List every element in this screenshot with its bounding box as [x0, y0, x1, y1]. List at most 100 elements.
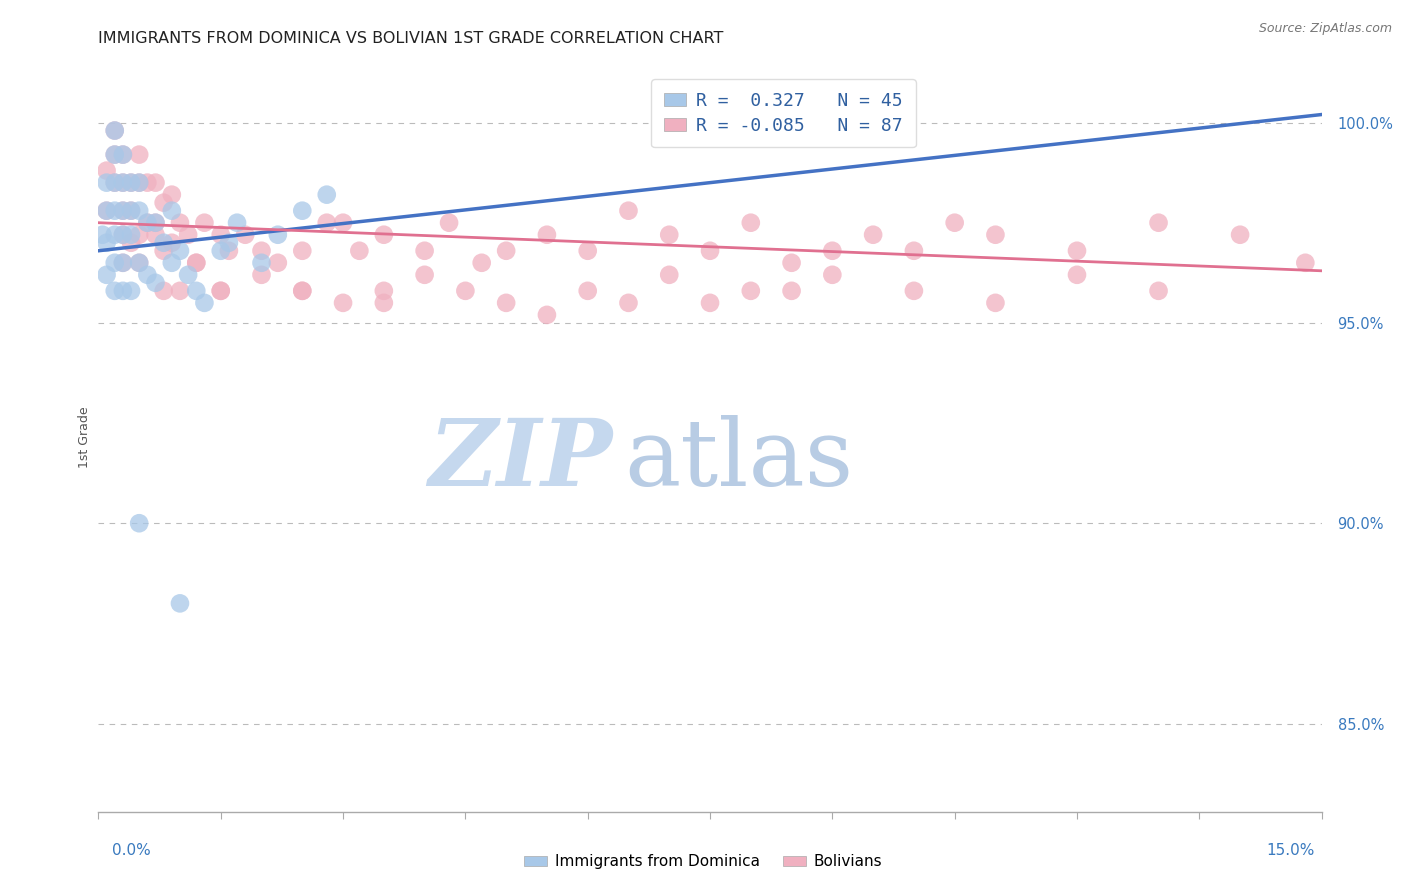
Point — [1229, 227, 1251, 242]
Point — [495, 296, 517, 310]
Point — [136, 268, 159, 282]
Point — [250, 256, 273, 270]
Point — [111, 203, 134, 218]
Point — [111, 227, 134, 242]
Point — [169, 244, 191, 258]
Point — [193, 216, 215, 230]
Point — [903, 244, 925, 258]
Point — [250, 268, 273, 282]
Point — [332, 296, 354, 310]
Y-axis label: 1st Grade: 1st Grade — [79, 406, 91, 468]
Point — [104, 203, 127, 218]
Point — [250, 244, 273, 258]
Point — [136, 216, 159, 230]
Point — [160, 203, 183, 218]
Point — [120, 235, 142, 250]
Point — [740, 284, 762, 298]
Point — [120, 203, 142, 218]
Point — [111, 147, 134, 161]
Point — [152, 284, 174, 298]
Point — [145, 276, 167, 290]
Point — [104, 123, 127, 137]
Point — [373, 296, 395, 310]
Point — [145, 176, 167, 190]
Point — [373, 227, 395, 242]
Point — [152, 244, 174, 258]
Point — [96, 268, 118, 282]
Point — [1066, 244, 1088, 258]
Point — [862, 115, 884, 129]
Point — [699, 296, 721, 310]
Point — [780, 284, 803, 298]
Point — [536, 227, 558, 242]
Point — [111, 176, 134, 190]
Point — [104, 284, 127, 298]
Point — [111, 176, 134, 190]
Point — [111, 227, 134, 242]
Point — [136, 176, 159, 190]
Point — [291, 284, 314, 298]
Point — [111, 256, 134, 270]
Text: ZIP: ZIP — [427, 415, 612, 505]
Point — [209, 244, 232, 258]
Point — [177, 268, 200, 282]
Point — [193, 296, 215, 310]
Point — [315, 187, 337, 202]
Point — [160, 256, 183, 270]
Point — [291, 244, 314, 258]
Point — [495, 244, 517, 258]
Point — [111, 256, 134, 270]
Text: Source: ZipAtlas.com: Source: ZipAtlas.com — [1258, 22, 1392, 36]
Point — [780, 256, 803, 270]
Point — [291, 284, 314, 298]
Point — [984, 296, 1007, 310]
Point — [943, 216, 966, 230]
Point — [413, 268, 436, 282]
Point — [120, 284, 142, 298]
Point — [740, 216, 762, 230]
Point — [145, 216, 167, 230]
Point — [160, 235, 183, 250]
Point — [104, 147, 127, 161]
Point — [169, 216, 191, 230]
Point — [128, 227, 150, 242]
Point — [471, 256, 494, 270]
Point — [128, 176, 150, 190]
Point — [617, 296, 640, 310]
Point — [128, 147, 150, 161]
Point — [128, 203, 150, 218]
Point — [186, 284, 208, 298]
Point — [128, 176, 150, 190]
Point — [903, 284, 925, 298]
Text: 0.0%: 0.0% — [112, 843, 152, 858]
Point — [96, 235, 118, 250]
Point — [104, 176, 127, 190]
Point — [1294, 256, 1316, 270]
Point — [177, 227, 200, 242]
Point — [218, 235, 240, 250]
Point — [218, 244, 240, 258]
Point — [1066, 268, 1088, 282]
Point — [821, 244, 844, 258]
Point — [120, 203, 142, 218]
Point — [120, 176, 142, 190]
Point — [332, 216, 354, 230]
Point — [136, 216, 159, 230]
Point — [120, 227, 142, 242]
Point — [209, 284, 232, 298]
Point — [104, 256, 127, 270]
Text: atlas: atlas — [624, 415, 853, 505]
Point — [104, 227, 127, 242]
Point — [267, 256, 290, 270]
Point — [373, 284, 395, 298]
Point — [291, 203, 314, 218]
Point — [104, 123, 127, 137]
Point — [91, 227, 114, 242]
Point — [1147, 216, 1170, 230]
Point — [1147, 284, 1170, 298]
Legend: R =  0.327   N = 45, R = -0.085   N = 87: R = 0.327 N = 45, R = -0.085 N = 87 — [651, 79, 915, 147]
Point — [128, 256, 150, 270]
Point — [160, 187, 183, 202]
Point — [128, 516, 150, 531]
Point — [104, 176, 127, 190]
